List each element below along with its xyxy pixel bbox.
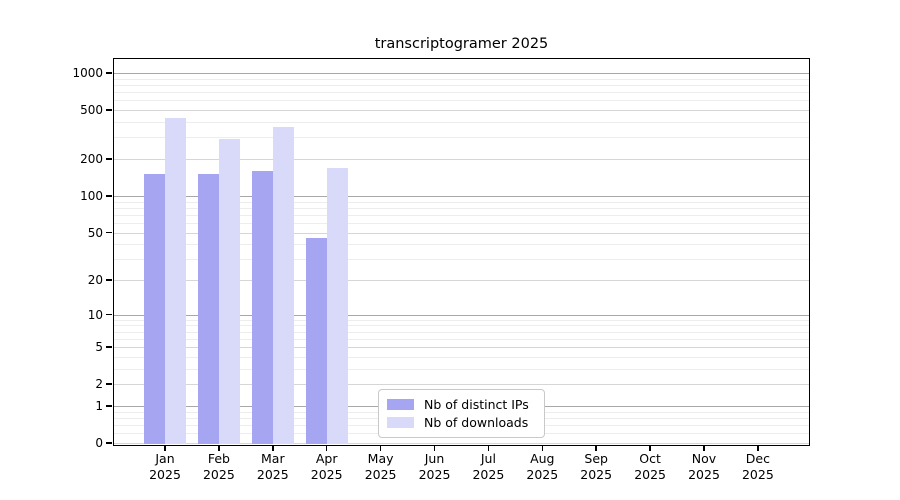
minor-gridline: [113, 207, 810, 209]
major-gridline: [113, 159, 810, 161]
legend-swatch-distinct-ips: [387, 398, 414, 410]
x-axis-tick: [272, 446, 274, 451]
y-axis-tick: [106, 346, 112, 348]
minor-gridline: [113, 356, 810, 358]
x-tick-label: Jan 2025: [149, 451, 181, 482]
y-axis-tick: [106, 383, 112, 385]
x-axis-tick: [541, 446, 544, 451]
legend-item-downloads: Nb of downloads: [387, 414, 536, 431]
minor-gridline: [113, 259, 810, 261]
major-gridline: [113, 384, 810, 386]
major-gridline: [113, 443, 810, 444]
minor-gridline: [113, 122, 810, 124]
y-axis-tick: [106, 442, 112, 444]
bar-distinct-ips-jan: [144, 174, 165, 445]
y-axis-tick: [106, 405, 112, 407]
x-tick-label: Jun 2025: [418, 451, 451, 482]
y-tick-label: 50: [87, 225, 103, 240]
x-tick-label: Apr 2025: [310, 451, 343, 482]
minor-gridline: [113, 137, 810, 139]
x-tick-label: Sep 2025: [580, 451, 613, 482]
y-axis-tick: [106, 158, 112, 160]
legend-swatch-downloads: [387, 417, 414, 429]
x-tick-label: Jul 2025: [472, 451, 505, 482]
bar-downloads-jan: [165, 118, 186, 445]
minor-gridline: [113, 100, 810, 102]
minor-gridline: [113, 368, 810, 370]
y-tick-label: 100: [80, 188, 103, 203]
minor-gridline: [113, 201, 810, 203]
x-tick-label: Oct 2025: [634, 451, 666, 482]
x-axis-tick: [379, 446, 382, 451]
x-axis-tick: [433, 446, 436, 451]
bar-distinct-ips-apr: [305, 238, 327, 445]
bar-downloads-feb: [218, 139, 240, 445]
x-tick-label: Feb 2025: [202, 451, 235, 482]
legend-label-distinct-ips: Nb of distinct IPs: [424, 396, 529, 412]
plot-border: [113, 58, 810, 446]
bar-downloads-mar: [272, 126, 294, 445]
y-tick-label: 2: [95, 377, 103, 392]
x-tick-label: May 2025: [364, 451, 397, 482]
minor-gridline: [113, 222, 810, 224]
x-tick-label: Dec 2025: [741, 451, 774, 482]
x-axis-tick: [218, 446, 220, 451]
y-tick-label: 0: [95, 436, 103, 450]
y-tick-label: 10: [87, 307, 103, 322]
plot-area: [113, 58, 810, 446]
major-gridline: [113, 73, 810, 75]
x-tick-label: Mar 2025: [256, 451, 289, 482]
x-tick-label: Nov 2025: [688, 451, 720, 482]
major-gridline: [113, 195, 810, 197]
y-axis-tick: [106, 231, 112, 234]
y-tick-label: 20: [87, 273, 103, 287]
x-axis-tick: [164, 446, 166, 451]
minor-gridline: [113, 319, 810, 321]
minor-gridline: [113, 325, 810, 327]
minor-gridline: [113, 338, 810, 340]
bar-distinct-ips-feb: [197, 174, 219, 445]
x-axis-tick: [487, 446, 490, 451]
y-tick-label: 200: [80, 152, 103, 167]
minor-gridline: [113, 85, 810, 87]
bar-downloads-apr: [326, 167, 348, 445]
x-tick-label: Aug 2025: [526, 451, 559, 482]
minor-gridline: [113, 244, 810, 246]
major-gridline: [113, 110, 810, 112]
legend-label-downloads: Nb of downloads: [424, 415, 529, 431]
minor-gridline: [113, 331, 810, 333]
y-tick-label: 500: [80, 103, 103, 118]
legend: Nb of distinct IPs Nb of downloads: [378, 389, 545, 438]
y-axis-tick: [106, 109, 112, 111]
minor-gridline: [113, 92, 810, 94]
y-tick-label: 1000: [72, 66, 103, 81]
major-gridline: [113, 347, 810, 349]
minor-gridline: [113, 78, 810, 80]
x-axis-tick: [325, 446, 328, 451]
y-axis-tick: [106, 279, 112, 281]
x-axis-tick: [595, 446, 597, 451]
y-axis-tick: [106, 313, 112, 316]
x-axis-tick: [757, 446, 759, 451]
major-gridline: [113, 232, 810, 234]
y-axis-tick: [106, 195, 112, 197]
y-tick-label: 1: [95, 398, 103, 413]
x-axis-tick: [703, 446, 705, 451]
bar-distinct-ips-mar: [251, 170, 273, 445]
chart-title: transcriptogramer 2025: [374, 36, 549, 52]
legend-item-distinct-ips: Nb of distinct IPs: [387, 396, 536, 413]
y-axis-tick: [106, 72, 112, 74]
minor-gridline: [113, 214, 810, 216]
major-gridline: [113, 280, 810, 281]
major-gridline: [113, 314, 810, 316]
x-axis-tick: [649, 446, 651, 451]
y-tick-label: 5: [95, 340, 103, 355]
